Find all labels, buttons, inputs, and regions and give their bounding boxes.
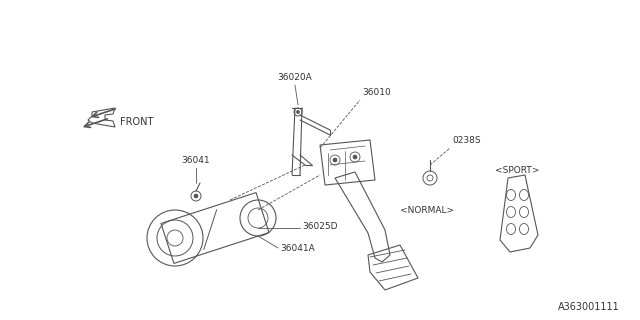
Text: 36025D: 36025D [302, 221, 337, 230]
Text: <NORMAL>: <NORMAL> [400, 205, 454, 214]
Text: 0238S: 0238S [452, 136, 481, 145]
Text: FRONT: FRONT [120, 117, 154, 127]
Text: 36041: 36041 [182, 156, 211, 165]
Text: <SPORT>: <SPORT> [495, 165, 540, 174]
Circle shape [296, 110, 300, 114]
Text: A363001111: A363001111 [558, 302, 620, 312]
Circle shape [194, 194, 198, 198]
Circle shape [353, 155, 357, 159]
Text: 36010: 36010 [362, 88, 391, 97]
Text: 36020A: 36020A [278, 73, 312, 82]
Text: 36041A: 36041A [280, 244, 315, 252]
Circle shape [333, 158, 337, 162]
